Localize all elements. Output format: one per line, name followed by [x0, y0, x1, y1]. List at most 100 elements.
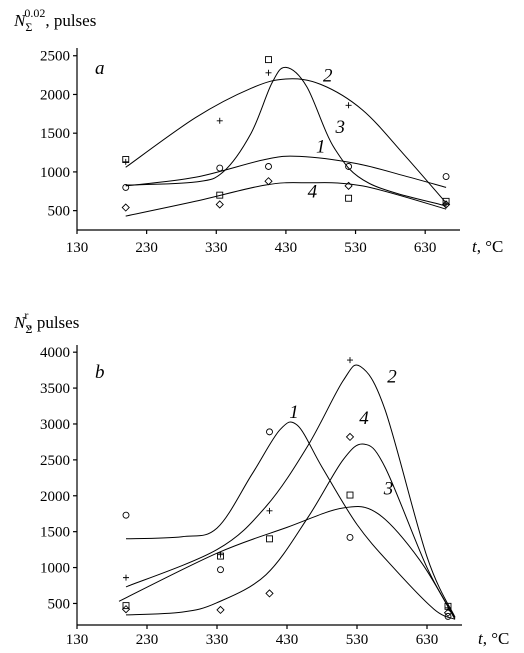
curve-label: 2 — [387, 366, 397, 387]
curve-label: 2 — [323, 65, 333, 86]
series-1-curve — [125, 155, 447, 188]
y-tick-label: 500 — [48, 596, 71, 612]
series-2-point — [216, 117, 223, 124]
series-4-point — [215, 200, 224, 209]
y-axis-symbol: N — [13, 11, 27, 30]
y-tick-label: 4000 — [40, 345, 70, 361]
series-1 — [122, 155, 450, 191]
series-3-curve — [118, 505, 456, 620]
y-tick-label: 2500 — [40, 49, 70, 65]
y-axis-unit: , pulses — [45, 11, 96, 30]
y-tick-label: 1000 — [40, 561, 70, 577]
series-3 — [122, 56, 450, 207]
curve-label: 4 — [308, 181, 318, 202]
y-axis-subscript: Σ — [25, 322, 32, 336]
series-2-curve — [125, 364, 456, 618]
series-4-point — [441, 200, 451, 209]
x-axis-unit: , °C — [477, 237, 504, 256]
y-axis-title: NΣ0.02, pulses — [13, 6, 96, 34]
series-1-curve — [125, 421, 456, 620]
series-3-point — [265, 56, 272, 64]
series-1-point — [345, 163, 353, 170]
curve-label: 1 — [289, 402, 299, 423]
series-3-point — [266, 535, 273, 543]
series-4-point — [345, 432, 355, 442]
series-4-point — [121, 203, 130, 212]
series-1-point — [122, 511, 130, 519]
y-axis-superscript: 0.02 — [24, 6, 45, 20]
curve-label: 1 — [316, 137, 326, 158]
y-axis-symbol: N — [13, 313, 27, 332]
series-2-point — [266, 507, 273, 514]
y-tick-label: 500 — [48, 204, 71, 220]
series-4 — [121, 177, 451, 217]
y-tick-label: 1500 — [40, 126, 70, 142]
series-4-point — [264, 177, 273, 186]
series-3 — [118, 491, 456, 620]
x-tick-label: 530 — [346, 632, 369, 648]
y-tick-label: 3500 — [40, 381, 70, 397]
series-1-point — [442, 173, 450, 181]
y-axis-unit: , pulses — [28, 313, 79, 332]
panel-label: a — [95, 58, 105, 79]
y-tick-label: 1000 — [40, 165, 70, 181]
x-tick-label: 130 — [66, 632, 89, 648]
curve-label: 4 — [359, 408, 369, 429]
series-4-curve — [125, 443, 456, 619]
x-tick-label: 430 — [275, 240, 298, 256]
series-2-point — [347, 357, 353, 364]
y-tick-label: 2500 — [40, 453, 70, 469]
series-1-point — [216, 164, 224, 172]
series-4-point — [121, 605, 131, 614]
series-1 — [122, 421, 456, 620]
x-axis-symbol: t — [472, 237, 478, 256]
series-3-point — [442, 197, 450, 205]
y-tick-label: 3000 — [40, 417, 70, 433]
series-4-curve — [125, 182, 447, 217]
x-axis-title: t, °C — [472, 237, 503, 256]
x-axis-symbol: t — [478, 629, 484, 648]
y-axis-title: NΣr, pulses — [13, 308, 79, 336]
chart-panel-a: 500 1000 1500 2000 2500 130 230 330 430 530 630 NΣ0… — [13, 6, 503, 256]
curve-label: 3 — [383, 478, 394, 499]
chart-panel-b: 500 1000 1500 2000 2500 3000 3500 4000 130 230 330… — [13, 308, 509, 648]
series-2 — [123, 357, 456, 618]
series-1-point — [122, 183, 130, 191]
x-tick-label: 530 — [344, 240, 367, 256]
x-axis-title: t, °C — [478, 629, 509, 648]
x-tick-label: 330 — [206, 632, 229, 648]
series-2-point — [265, 69, 272, 76]
series-3-curve — [125, 66, 447, 207]
series-2 — [122, 69, 450, 207]
series-3-point — [345, 194, 353, 202]
series-2-curve — [125, 78, 447, 204]
series-3-point — [122, 156, 130, 163]
series-4-point — [265, 589, 274, 598]
series-4-point — [443, 608, 453, 617]
x-tick-label: 430 — [276, 632, 299, 648]
series-2-point — [122, 158, 129, 165]
series-3-point — [122, 602, 130, 610]
x-tick-label: 230 — [136, 632, 159, 648]
x-tick-label: 230 — [135, 240, 158, 256]
x-tick-label: 630 — [414, 240, 437, 256]
series-1-point — [444, 612, 452, 620]
series-3-point — [346, 491, 354, 499]
series-1-point — [266, 428, 273, 436]
panel-label: b — [95, 362, 105, 383]
series-4-point — [344, 181, 353, 190]
x-tick-label: 130 — [66, 240, 89, 256]
series-4 — [121, 432, 456, 619]
x-tick-label: 330 — [205, 240, 228, 256]
x-tick-label: 630 — [416, 632, 439, 648]
y-axis-superscript: r — [24, 308, 28, 322]
series-1-point — [346, 533, 354, 541]
curve-label: 3 — [334, 117, 345, 138]
x-axis-unit: , °C — [483, 629, 510, 648]
y-tick-label: 1500 — [40, 525, 70, 541]
series-4-point — [216, 605, 225, 615]
series-3-point — [217, 552, 224, 560]
y-axis-subscript: Σ — [25, 20, 32, 34]
series-1-point — [217, 566, 224, 574]
